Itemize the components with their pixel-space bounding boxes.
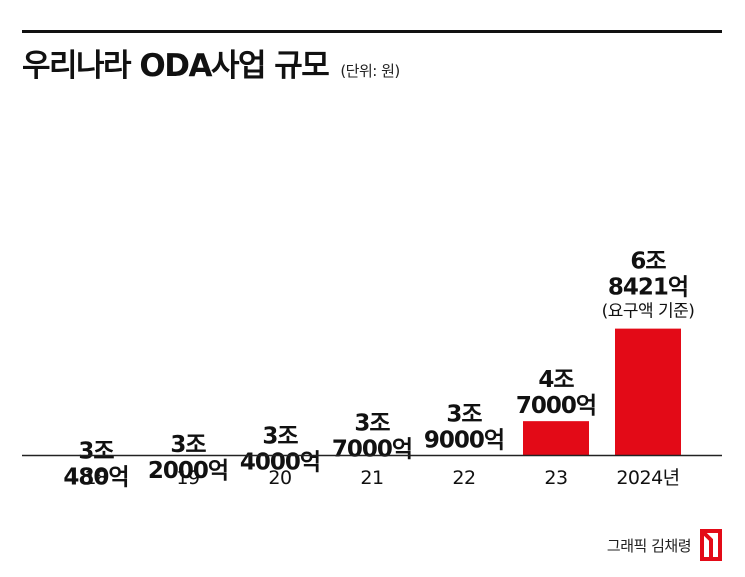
x-tick-label: 21 [360, 467, 383, 489]
unit-label: (단위: 원) [340, 62, 400, 80]
graphic-credit: 그래픽 김채령 [606, 536, 692, 555]
x-tick-label: 18 [84, 467, 107, 489]
data-label: 3조 [354, 410, 390, 436]
data-label: 4000억 [240, 449, 320, 475]
bar [523, 421, 589, 455]
x-tick-label: 22 [452, 467, 475, 489]
x-tick-label: 20 [268, 467, 291, 489]
top-rule [22, 30, 722, 33]
bar [615, 328, 681, 455]
red-notch-logo-icon [700, 529, 722, 561]
x-tick-label: 19 [176, 467, 199, 489]
title-row: 우리나라 ODA사업 규모 (단위: 원) [22, 40, 400, 85]
data-label: 7000억 [516, 393, 596, 419]
credit-row: 그래픽 김채령 [607, 528, 723, 562]
data-label: 3조 [78, 439, 114, 465]
data-label: 4조 [538, 367, 574, 393]
x-tick-label: 2024년 [616, 467, 679, 489]
chart-title: 우리나라 ODA사업 규모 [22, 48, 330, 84]
data-label: 9000억 [424, 428, 504, 454]
data-label: 8421억 [608, 275, 688, 301]
data-label: 2000억 [148, 458, 228, 484]
data-label: 3조 [170, 432, 206, 458]
data-label: 7000억 [332, 436, 412, 462]
data-label: 3조 [262, 423, 298, 449]
x-tick-label: 23 [544, 467, 567, 489]
data-label: 3조 [446, 402, 482, 428]
data-label: 480억 [63, 465, 128, 491]
data-label: 6조 [630, 249, 666, 275]
data-label: (요구액 기준) [602, 302, 695, 322]
